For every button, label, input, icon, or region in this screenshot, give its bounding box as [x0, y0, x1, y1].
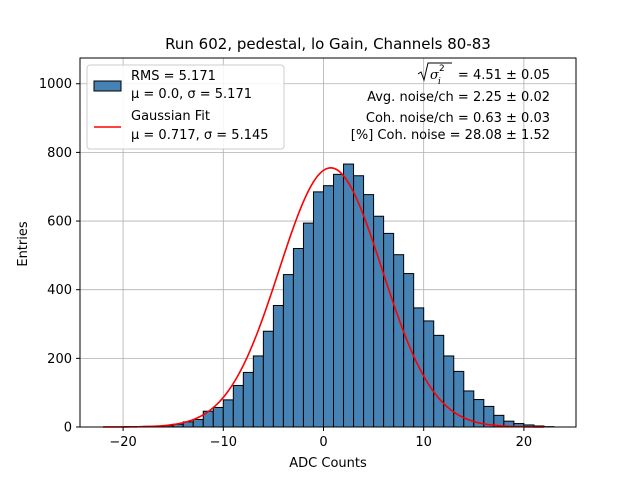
pct-coh-noise-value: [%] Coh. noise = 28.08 ± 1.52 — [351, 128, 550, 143]
fit-layer — [103, 167, 544, 428]
histogram-bar — [333, 173, 345, 428]
legend-histogram-label: RMS = 5.171 — [131, 69, 216, 84]
x-tick-label: 20 — [516, 435, 533, 450]
svg-text:σ: σ — [430, 68, 440, 83]
svg-text:2: 2 — [439, 64, 445, 74]
histogram-bar — [453, 370, 465, 428]
x-tick-label: 0 — [319, 435, 327, 450]
legend-fit-label: Gaussian Fit — [131, 109, 210, 124]
legend: RMS = 5.171 μ = 0.0, σ = 5.171 Gaussian … — [86, 64, 285, 150]
y-axis-label: Entries — [16, 221, 31, 267]
histogram-bar — [423, 320, 435, 428]
y-tick-label: 0 — [64, 421, 72, 436]
y-tick-label: 400 — [47, 283, 72, 298]
histogram-bar — [383, 232, 395, 428]
histogram-bar — [212, 406, 224, 428]
sigma-sqrt-symbol: σ i 2 — [417, 62, 452, 87]
y-tick-label: 600 — [47, 215, 72, 230]
histogram-bar — [433, 334, 445, 428]
x-tick-label: −20 — [109, 435, 136, 450]
y-tick-label: 200 — [47, 352, 72, 367]
legend-fit-sublabel: μ = 0.717, σ = 5.145 — [131, 128, 269, 143]
histogram-bar — [272, 304, 284, 428]
histogram-bar — [192, 418, 204, 428]
svg-text:i: i — [438, 77, 441, 87]
y-tick-label: 1000 — [39, 77, 72, 92]
histogram-bar — [312, 191, 324, 428]
noise-annotations: σ i 2 = 4.51 ± 0.05 Avg. noise/ch = 2.25… — [351, 62, 550, 143]
sigma-value: = 4.51 ± 0.05 — [458, 68, 550, 83]
histogram-bar — [322, 185, 335, 428]
histogram-bar — [393, 254, 405, 428]
legend-box — [86, 64, 285, 150]
chart-title: Run 602, pedestal, lo Gain, Channels 80-… — [165, 35, 491, 53]
legend-histogram-swatch — [93, 80, 122, 92]
histogram-bar — [252, 355, 264, 428]
x-axis-label: ADC Counts — [289, 456, 367, 471]
histogram-bar — [343, 163, 355, 428]
x-tick-label: −10 — [210, 435, 237, 450]
bars-layer — [122, 163, 555, 428]
histogram-bar — [242, 371, 254, 428]
histogram-bar — [282, 274, 294, 428]
plot-frame — [79, 57, 577, 428]
histogram-bar — [403, 273, 415, 428]
histogram-bar — [262, 330, 274, 428]
histogram-bar — [292, 248, 304, 428]
histogram-bar — [302, 222, 314, 428]
histogram-bar — [222, 399, 234, 428]
avg-noise-value: Avg. noise/ch = 2.25 ± 0.02 — [367, 90, 550, 105]
gaussian-fit-line — [103, 167, 544, 428]
histogram-bar — [232, 384, 244, 428]
histogram-bar — [443, 355, 455, 428]
y-tick-label: 800 — [47, 146, 72, 161]
x-tick-label: 10 — [415, 435, 432, 450]
legend-histogram-sublabel: μ = 0.0, σ = 5.171 — [131, 87, 252, 102]
coh-noise-value: Coh. noise/ch = 0.63 ± 0.03 — [366, 111, 550, 126]
